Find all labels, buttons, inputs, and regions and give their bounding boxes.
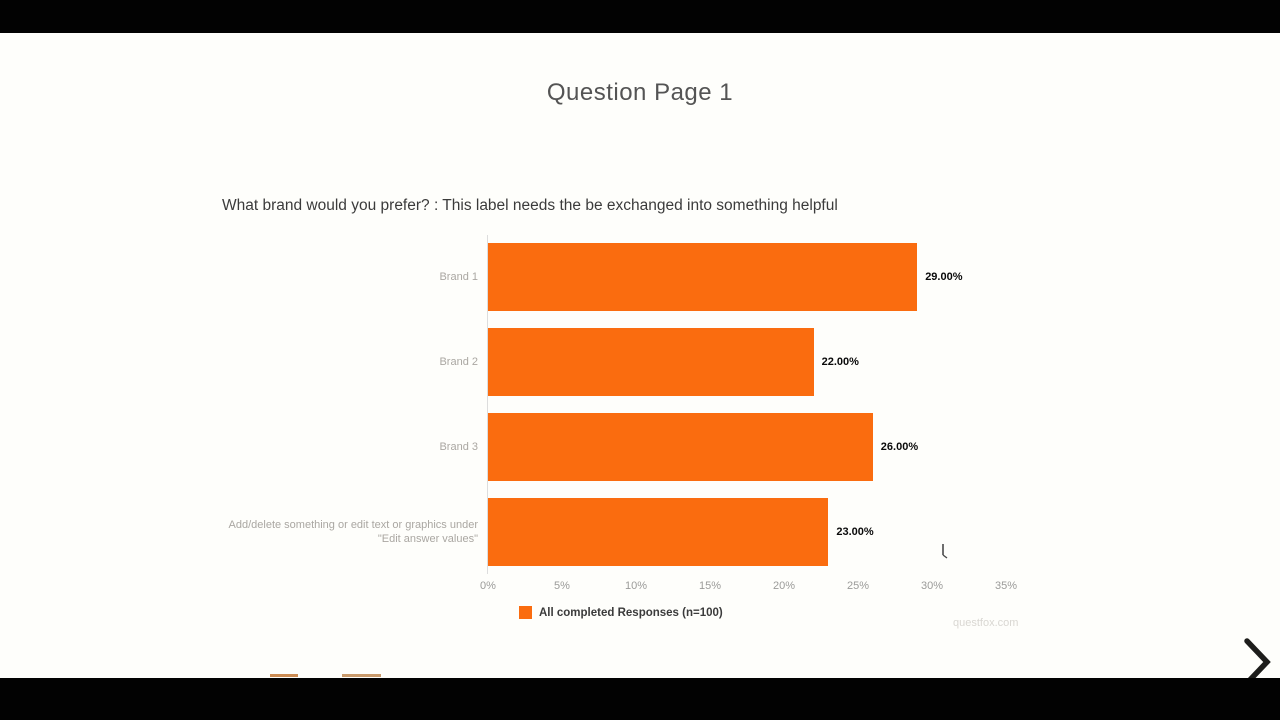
x-axis-tick: 0% xyxy=(480,580,496,592)
bottom-strip-right xyxy=(342,674,381,677)
category-label: Add/delete something or edit text or gra… xyxy=(228,518,478,545)
bar-row: Brand 3 26.00% xyxy=(222,405,1062,490)
question-text: What brand would you prefer? : This labe… xyxy=(222,197,838,214)
top-letterbox xyxy=(0,0,1280,33)
mouse-cursor-icon xyxy=(942,544,948,559)
value-label: 23.00% xyxy=(836,525,874,538)
bar-row: Brand 1 29.00% xyxy=(222,235,1062,320)
x-axis-tick: 15% xyxy=(698,580,722,592)
next-page-button[interactable] xyxy=(1240,636,1274,688)
watermark: questfox.com xyxy=(953,617,1019,629)
report-page: Question Page 1 What brand would you pre… xyxy=(0,33,1280,686)
bar xyxy=(488,412,873,481)
x-axis-tick: 20% xyxy=(772,580,796,592)
bar xyxy=(488,243,918,312)
bar-chart: Brand 1 29.00% Brand 2 22.00% Brand 3 26.00% A… xyxy=(222,235,1062,595)
x-axis-tick: 35% xyxy=(994,580,1018,592)
x-axis-tick: 5% xyxy=(554,580,570,592)
category-label: Brand 2 xyxy=(439,356,478,369)
category-label: Brand 1 xyxy=(439,271,478,284)
bar-row: Add/delete something or edit text or gra… xyxy=(222,489,1062,574)
value-label: 22.00% xyxy=(821,356,859,369)
category-label: Brand 3 xyxy=(439,440,478,453)
bar xyxy=(488,328,814,397)
bar xyxy=(488,497,829,566)
bottom-letterbox xyxy=(0,678,1280,720)
page-title: Question Page 1 xyxy=(546,79,734,106)
legend-swatch xyxy=(519,606,532,619)
legend-label: All completed Responses (n=100) xyxy=(539,606,723,619)
x-axis-tick: 30% xyxy=(920,580,944,592)
bottom-strip-left xyxy=(270,674,298,677)
bar-row: Brand 2 22.00% xyxy=(222,320,1062,405)
x-axis-tick: 10% xyxy=(624,580,648,592)
value-label: 26.00% xyxy=(880,440,919,453)
chart-legend: All completed Responses (n=100) xyxy=(519,606,723,619)
y-axis-line xyxy=(487,235,488,574)
x-axis-tick: 25% xyxy=(846,580,870,592)
value-label: 29.00% xyxy=(925,271,963,284)
